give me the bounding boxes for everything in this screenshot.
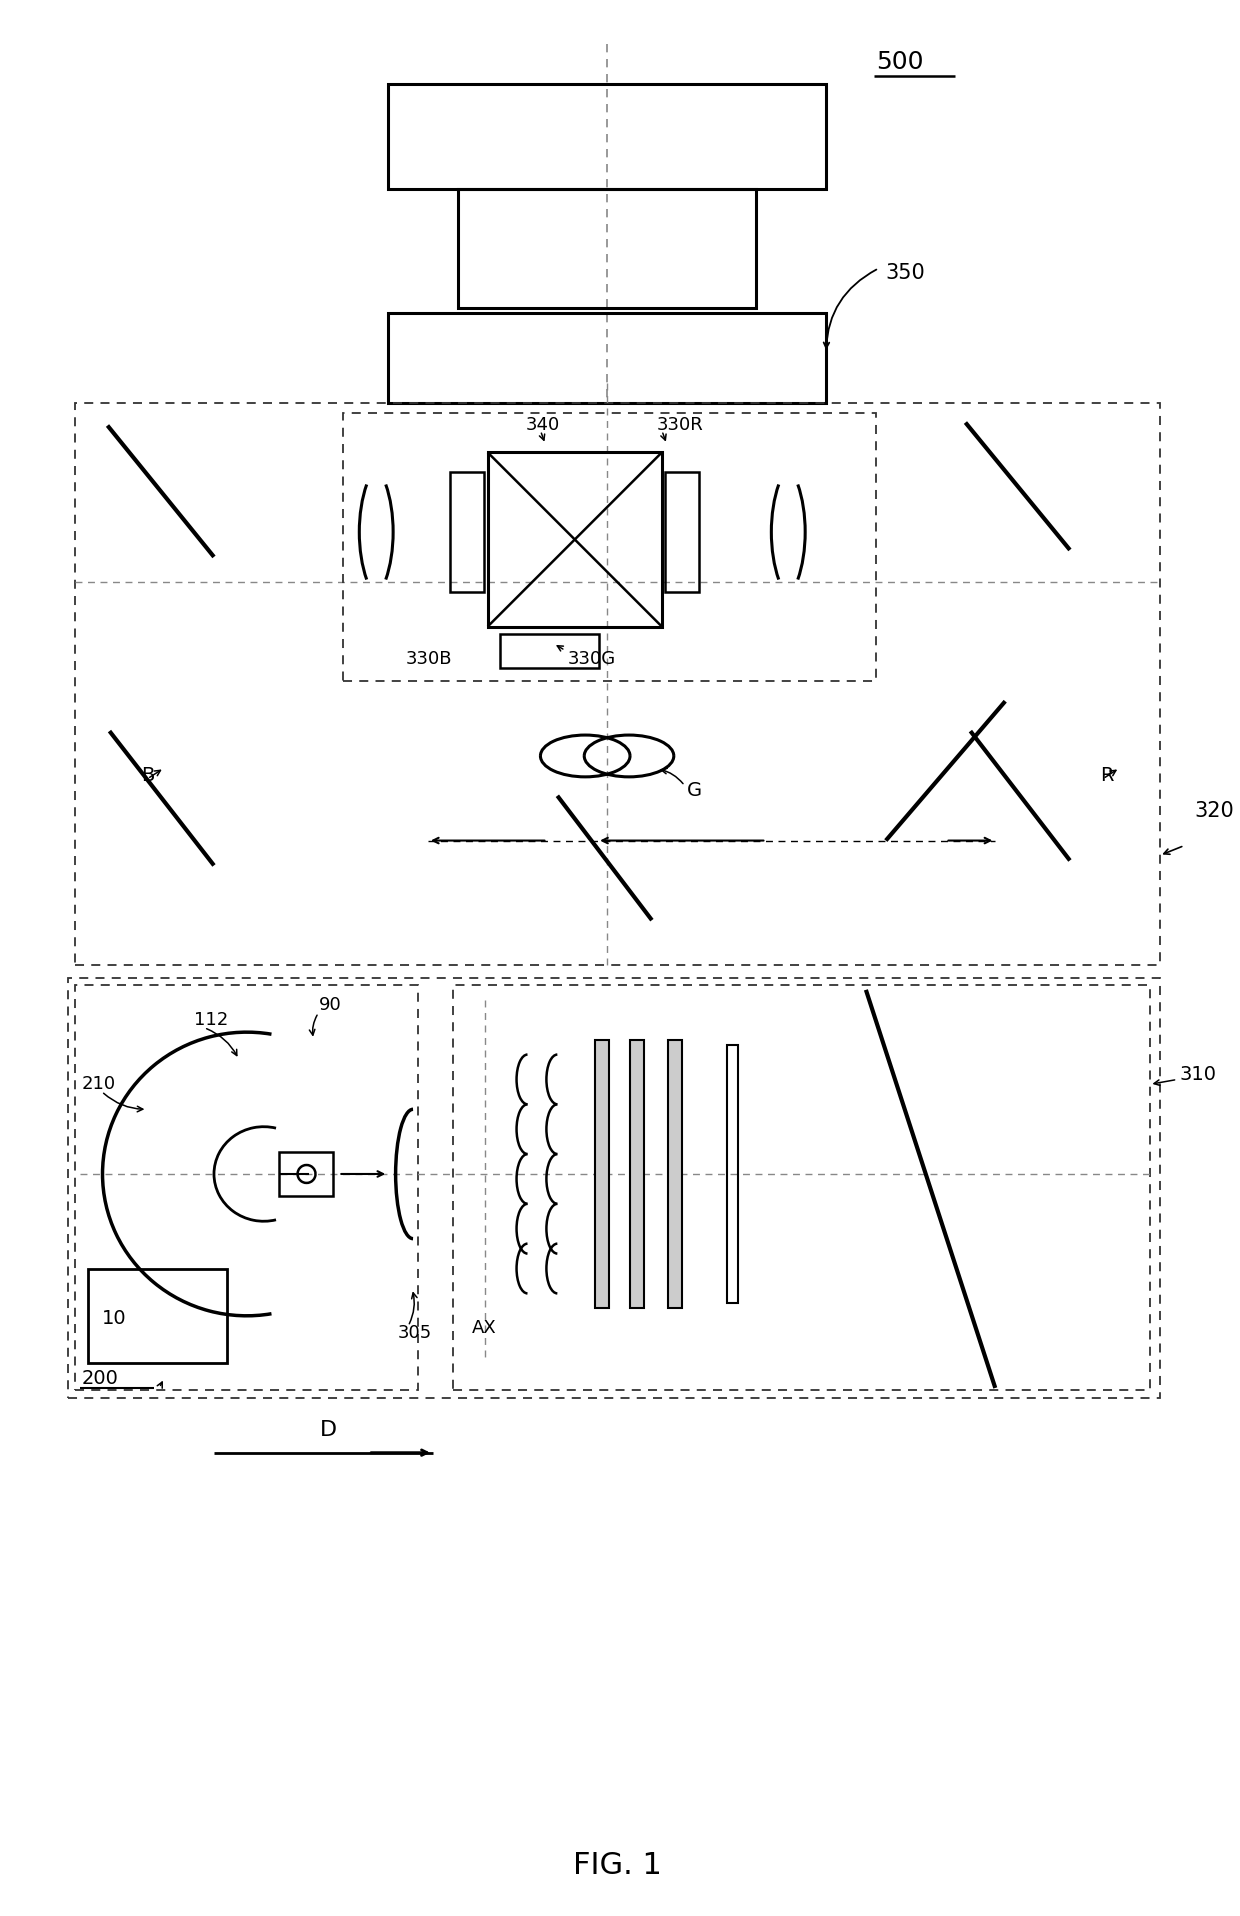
Bar — [388, 84, 826, 188]
Text: 200: 200 — [82, 1368, 119, 1387]
Bar — [279, 1152, 334, 1196]
Text: 305: 305 — [398, 1324, 433, 1343]
Bar — [595, 1040, 609, 1309]
Text: 90: 90 — [319, 996, 341, 1014]
Bar — [487, 452, 662, 627]
Bar — [665, 473, 698, 592]
Text: 10: 10 — [102, 1309, 126, 1328]
Text: 310: 310 — [1179, 1065, 1216, 1084]
Text: 330G: 330G — [568, 650, 615, 669]
Text: FIG. 1: FIG. 1 — [573, 1851, 661, 1880]
Text: 330R: 330R — [657, 416, 703, 433]
Text: R: R — [1100, 766, 1114, 786]
Text: 210: 210 — [82, 1075, 115, 1094]
Text: D: D — [320, 1420, 337, 1439]
Bar — [500, 634, 599, 669]
Bar — [453, 985, 1149, 1389]
Text: 340: 340 — [526, 416, 559, 433]
Bar — [74, 402, 1159, 966]
Bar — [88, 1268, 227, 1362]
Bar — [727, 1044, 739, 1303]
Bar — [68, 977, 1159, 1399]
Bar — [450, 473, 484, 592]
Text: 350: 350 — [885, 262, 925, 284]
Bar — [630, 1040, 644, 1309]
Text: 320: 320 — [1194, 801, 1234, 820]
Bar — [668, 1040, 682, 1309]
Bar — [343, 412, 875, 682]
Text: 112: 112 — [195, 1012, 228, 1029]
Bar — [388, 312, 826, 402]
Text: 500: 500 — [875, 50, 924, 75]
Bar — [74, 985, 418, 1389]
Text: G: G — [687, 782, 702, 801]
Bar — [458, 188, 756, 308]
Text: AX: AX — [472, 1320, 497, 1337]
Text: B: B — [141, 766, 155, 786]
Text: 330B: 330B — [405, 650, 453, 669]
